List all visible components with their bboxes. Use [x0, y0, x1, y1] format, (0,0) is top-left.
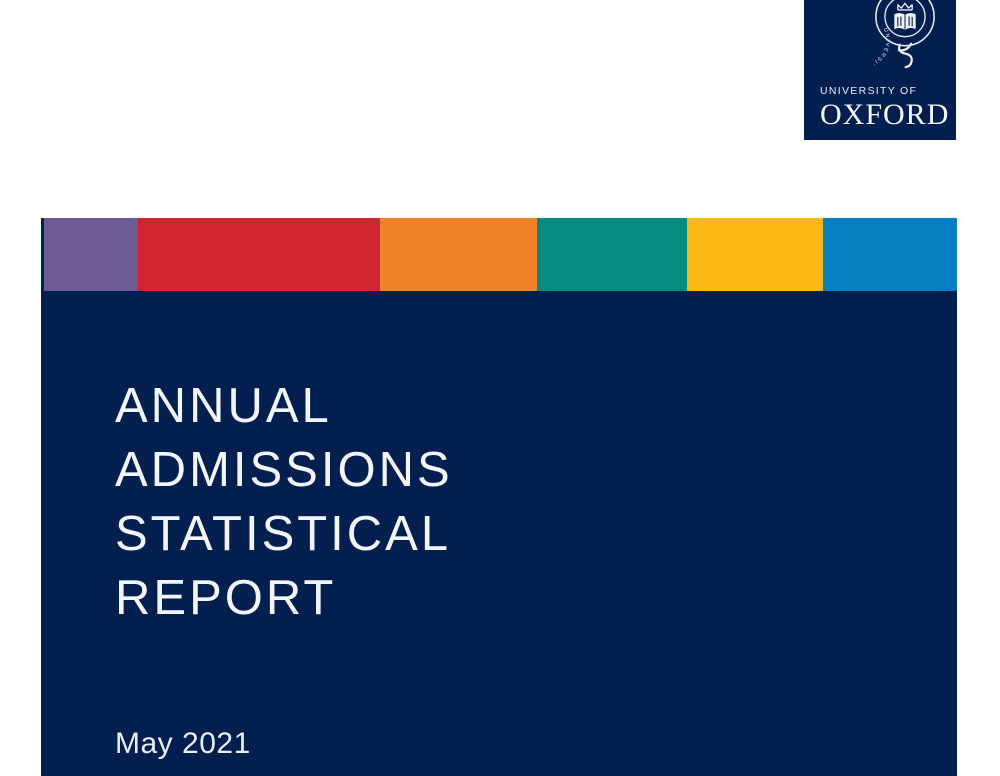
crest-belt-tail: [897, 42, 913, 69]
university-of-label: UNIVERSITY OF: [820, 85, 918, 97]
oxford-wordmark: UNIVERSITY OF OXFORD: [820, 85, 949, 130]
cover-band: ANNUAL ADMISSIONS STATISTICAL REPORT May…: [41, 218, 957, 776]
report-date: May 2021: [115, 727, 251, 760]
stripe-segment-blue: [823, 218, 957, 291]
stripe-segment-teal: [537, 218, 687, 291]
report-title-line-1: ANNUAL: [115, 379, 332, 433]
brand-color-stripe: [44, 218, 957, 291]
crest-open-book: [894, 13, 916, 30]
oxford-crest-icon: UNIVERSITY · OF · OXFORD: [874, 0, 935, 69]
oxford-logo: UNIVERSITY · OF · OXFORD UNIVERSITY OF O…: [804, 0, 956, 140]
oxford-label: OXFORD: [820, 98, 950, 131]
report-title-line-3: STATISTICAL: [115, 507, 452, 561]
crest-crown: [897, 2, 913, 11]
report-title: ANNUAL ADMISSIONS STATISTICAL REPORT: [115, 374, 453, 630]
stripe-segment-yellow: [687, 218, 823, 291]
report-title-line-2: ADMISSIONS: [115, 443, 453, 497]
stripe-segment-red: [138, 218, 380, 291]
report-title-line-4: REPORT: [115, 571, 337, 625]
stripe-segment-purple: [44, 218, 138, 291]
stripe-segment-orange: [380, 218, 537, 291]
